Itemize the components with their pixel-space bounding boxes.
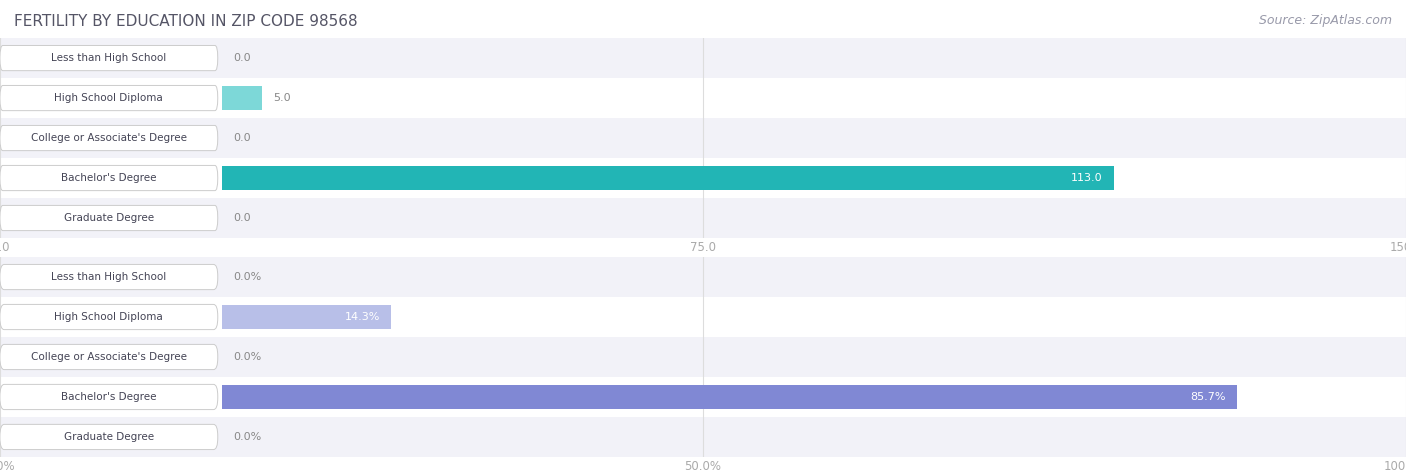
Text: Less than High School: Less than High School bbox=[51, 272, 166, 282]
Text: 5.0: 5.0 bbox=[273, 93, 291, 103]
Bar bbox=[0, 377, 1406, 417]
Text: 113.0: 113.0 bbox=[1071, 173, 1102, 183]
Text: Graduate Degree: Graduate Degree bbox=[63, 213, 153, 223]
Text: 0.0: 0.0 bbox=[233, 133, 252, 143]
Bar bbox=[0, 417, 1406, 457]
Text: 0.0%: 0.0% bbox=[233, 272, 262, 282]
FancyBboxPatch shape bbox=[0, 385, 218, 409]
FancyBboxPatch shape bbox=[0, 166, 218, 190]
Text: Less than High School: Less than High School bbox=[51, 53, 166, 63]
Text: College or Associate's Degree: College or Associate's Degree bbox=[31, 133, 187, 143]
FancyBboxPatch shape bbox=[0, 425, 218, 449]
Bar bbox=[0, 118, 1406, 158]
Text: Bachelor's Degree: Bachelor's Degree bbox=[60, 392, 156, 402]
Bar bbox=[0, 38, 1406, 78]
Text: High School Diploma: High School Diploma bbox=[55, 312, 163, 322]
FancyBboxPatch shape bbox=[0, 86, 218, 110]
Text: Source: ZipAtlas.com: Source: ZipAtlas.com bbox=[1258, 14, 1392, 27]
FancyBboxPatch shape bbox=[0, 345, 218, 369]
Bar bbox=[222, 305, 391, 329]
FancyBboxPatch shape bbox=[0, 46, 218, 70]
FancyBboxPatch shape bbox=[0, 305, 218, 329]
Bar bbox=[0, 158, 1406, 198]
FancyBboxPatch shape bbox=[0, 126, 218, 150]
Text: 0.0%: 0.0% bbox=[233, 432, 262, 442]
FancyBboxPatch shape bbox=[0, 265, 218, 289]
Text: FERTILITY BY EDUCATION IN ZIP CODE 98568: FERTILITY BY EDUCATION IN ZIP CODE 98568 bbox=[14, 14, 357, 30]
Bar bbox=[0, 337, 1406, 377]
Bar bbox=[0, 198, 1406, 238]
Bar bbox=[0, 78, 1406, 118]
Bar bbox=[0, 297, 1406, 337]
Text: College or Associate's Degree: College or Associate's Degree bbox=[31, 352, 187, 362]
Text: 14.3%: 14.3% bbox=[344, 312, 380, 322]
Text: 0.0: 0.0 bbox=[233, 53, 252, 63]
Bar bbox=[222, 86, 262, 110]
Text: 0.0: 0.0 bbox=[233, 213, 252, 223]
Text: 85.7%: 85.7% bbox=[1189, 392, 1226, 402]
Text: Graduate Degree: Graduate Degree bbox=[63, 432, 153, 442]
Text: 0.0%: 0.0% bbox=[233, 352, 262, 362]
Text: High School Diploma: High School Diploma bbox=[55, 93, 163, 103]
Text: Bachelor's Degree: Bachelor's Degree bbox=[60, 173, 156, 183]
FancyBboxPatch shape bbox=[0, 206, 218, 230]
Bar bbox=[222, 385, 1237, 409]
Bar bbox=[0, 257, 1406, 297]
Bar bbox=[222, 166, 1114, 190]
